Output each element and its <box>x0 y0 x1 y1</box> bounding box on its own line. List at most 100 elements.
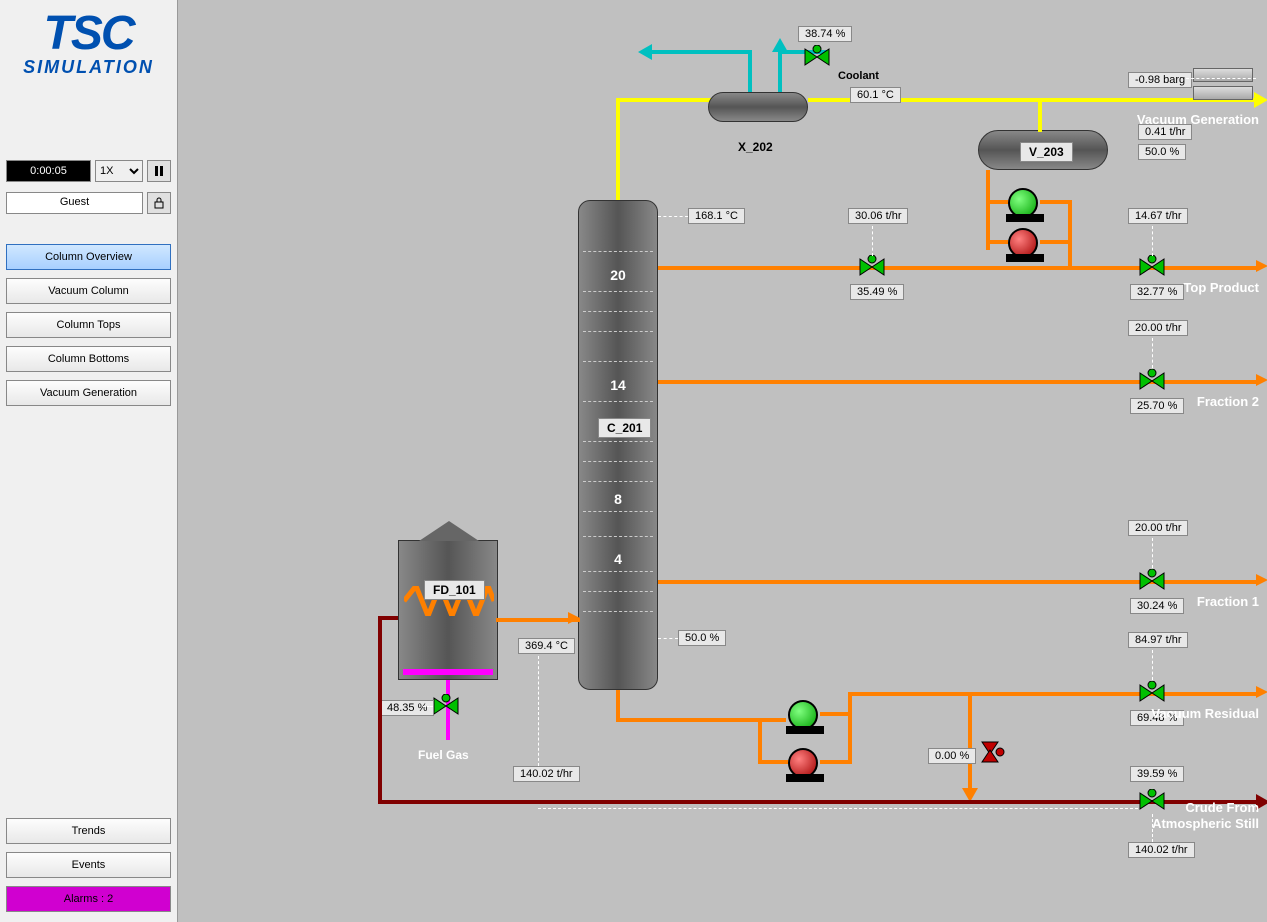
heater-fd101[interactable] <box>398 540 498 680</box>
pump-reflux-b[interactable] <box>1008 228 1038 258</box>
dash-crude <box>1152 814 1153 842</box>
dash-frac2 <box>1152 338 1153 368</box>
col-level[interactable]: 50.0 % <box>678 630 726 646</box>
pipe-pump-out1 <box>1040 200 1070 204</box>
pipe-btm-split <box>758 718 762 762</box>
trends-button[interactable]: Trends <box>6 818 171 844</box>
logo: TSC SIMULATION <box>9 10 169 140</box>
heater-label: FD_101 <box>424 580 485 600</box>
pipe-pump-merge <box>1068 200 1072 268</box>
pipe-coolant-out <box>778 50 782 92</box>
frac2-valve[interactable]: 25.70 % <box>1130 398 1184 414</box>
tray-14: 14 <box>610 377 626 393</box>
pause-button[interactable] <box>147 160 171 182</box>
stream-crude: Crude From Atmospheric Still <box>1152 800 1259 831</box>
stream-top: Top Product <box>1183 280 1259 295</box>
pipe-drum-pump2 <box>986 240 1008 244</box>
pipe-crude-v <box>378 616 382 801</box>
pipe-resid-split <box>968 692 972 792</box>
exchanger-x202[interactable] <box>708 92 808 122</box>
valve-top-product[interactable] <box>1138 255 1166 279</box>
dash-fuel <box>423 706 433 707</box>
nav-list: Column Overview Vacuum Column Column Top… <box>6 244 171 406</box>
dash-resid <box>1152 650 1153 680</box>
dash-coltop <box>658 216 688 217</box>
tray-8: 8 <box>614 491 622 507</box>
resid-flow[interactable]: 84.97 t/hr <box>1128 632 1188 648</box>
nav-column-tops[interactable]: Column Tops <box>6 312 171 338</box>
valve-coolant[interactable] <box>803 45 831 69</box>
pipe-coolant-h1 <box>648 50 748 54</box>
vacgen-btn1[interactable] <box>1193 68 1253 82</box>
stream-resid: Vacuum Residual <box>1151 706 1259 721</box>
arrow-frac2 <box>1256 374 1267 386</box>
valve-resid[interactable] <box>1138 681 1166 705</box>
sim-time: 0:00:05 <box>6 160 91 182</box>
dash-frac1 <box>1152 538 1153 568</box>
nav-vacuum-column[interactable]: Vacuum Column <box>6 278 171 304</box>
diagram-canvas: 20 14 8 4 C_201 X_202 60.1 °C Coolant 38… <box>178 0 1267 922</box>
valve-reflux[interactable] <box>858 255 886 279</box>
exch-outlet-temp[interactable]: 60.1 °C <box>850 87 901 103</box>
pump-btm-a[interactable] <box>788 700 818 730</box>
pump-btm-b[interactable] <box>788 748 818 778</box>
tray-4: 4 <box>614 551 622 567</box>
valve-resid-split[interactable] <box>978 740 1006 764</box>
speed-select[interactable]: 1X <box>95 160 143 182</box>
top-prod-flow[interactable]: 14.67 t/hr <box>1128 208 1188 224</box>
dash-reflux <box>872 226 873 256</box>
drum-press[interactable]: -0.98 barg <box>1128 72 1192 88</box>
frac1-flow[interactable]: 20.00 t/hr <box>1128 520 1188 536</box>
coolant-label: Coolant <box>838 70 879 82</box>
feed-flow[interactable]: 140.02 t/hr <box>513 766 580 782</box>
nav-vacuum-generation[interactable]: Vacuum Generation <box>6 380 171 406</box>
stream-frac2: Fraction 2 <box>1197 394 1259 409</box>
fuel-label: Fuel Gas <box>418 748 469 762</box>
yellow-arrow <box>1254 92 1267 108</box>
resid-split[interactable]: 0.00 % <box>928 748 976 764</box>
pipe-crude-in <box>378 616 398 620</box>
nav-column-overview[interactable]: Column Overview <box>6 244 171 270</box>
pipe-overhead-h <box>616 98 716 102</box>
user-label: Guest <box>6 192 143 214</box>
dash-top-prod <box>1152 226 1153 256</box>
reflux-valve[interactable]: 35.49 % <box>850 284 904 300</box>
pipe-btm-out-b <box>820 760 850 764</box>
pipe-top-product <box>658 266 1258 270</box>
reflux-flow[interactable]: 30.06 t/hr <box>848 208 908 224</box>
arrow-resid <box>1256 686 1267 698</box>
column-c201[interactable]: 20 14 8 4 <box>578 200 658 690</box>
vacgen-btn2[interactable] <box>1193 86 1253 100</box>
frac1-valve[interactable]: 30.24 % <box>1130 598 1184 614</box>
top-prod-valve[interactable]: 32.77 % <box>1130 284 1184 300</box>
coolant-valve-pct[interactable]: 38.74 % <box>798 26 852 42</box>
pipe-frac1 <box>658 580 1258 584</box>
pipe-frac2 <box>658 380 1258 384</box>
arrow-frac1 <box>1256 574 1267 586</box>
crude-valve[interactable]: 39.59 % <box>1130 766 1184 782</box>
lock-icon[interactable] <box>147 192 171 214</box>
column-label: C_201 <box>598 418 651 438</box>
nav-column-bottoms[interactable]: Column Bottoms <box>6 346 171 372</box>
pipe-btm-merge <box>848 692 852 764</box>
pipe-drum-in <box>1038 98 1042 132</box>
valve-fuel[interactable] <box>432 694 460 718</box>
events-button[interactable]: Events <box>6 852 171 878</box>
pipe-drum-pump1 <box>986 200 1008 204</box>
heater-out-temp[interactable]: 369.4 °C <box>518 638 575 654</box>
valve-frac2[interactable] <box>1138 369 1166 393</box>
crude-flow[interactable]: 140.02 t/hr <box>1128 842 1195 858</box>
dash-vacgen <box>1186 78 1256 79</box>
exchanger-label: X_202 <box>730 138 781 156</box>
frac2-flow[interactable]: 20.00 t/hr <box>1128 320 1188 336</box>
col-top-temp[interactable]: 168.1 °C <box>688 208 745 224</box>
coolant-arrow-left <box>638 44 652 60</box>
drum-level[interactable]: 50.0 % <box>1138 144 1186 160</box>
fuel-valve[interactable]: 48.35 % <box>380 700 434 716</box>
arrow-top-product <box>1256 260 1267 272</box>
drum-label: V_203 <box>1020 142 1073 162</box>
pump-reflux-a[interactable] <box>1008 188 1038 218</box>
arrow-feed <box>568 612 580 624</box>
valve-frac1[interactable] <box>1138 569 1166 593</box>
alarms-button[interactable]: Alarms : 2 <box>6 886 171 912</box>
